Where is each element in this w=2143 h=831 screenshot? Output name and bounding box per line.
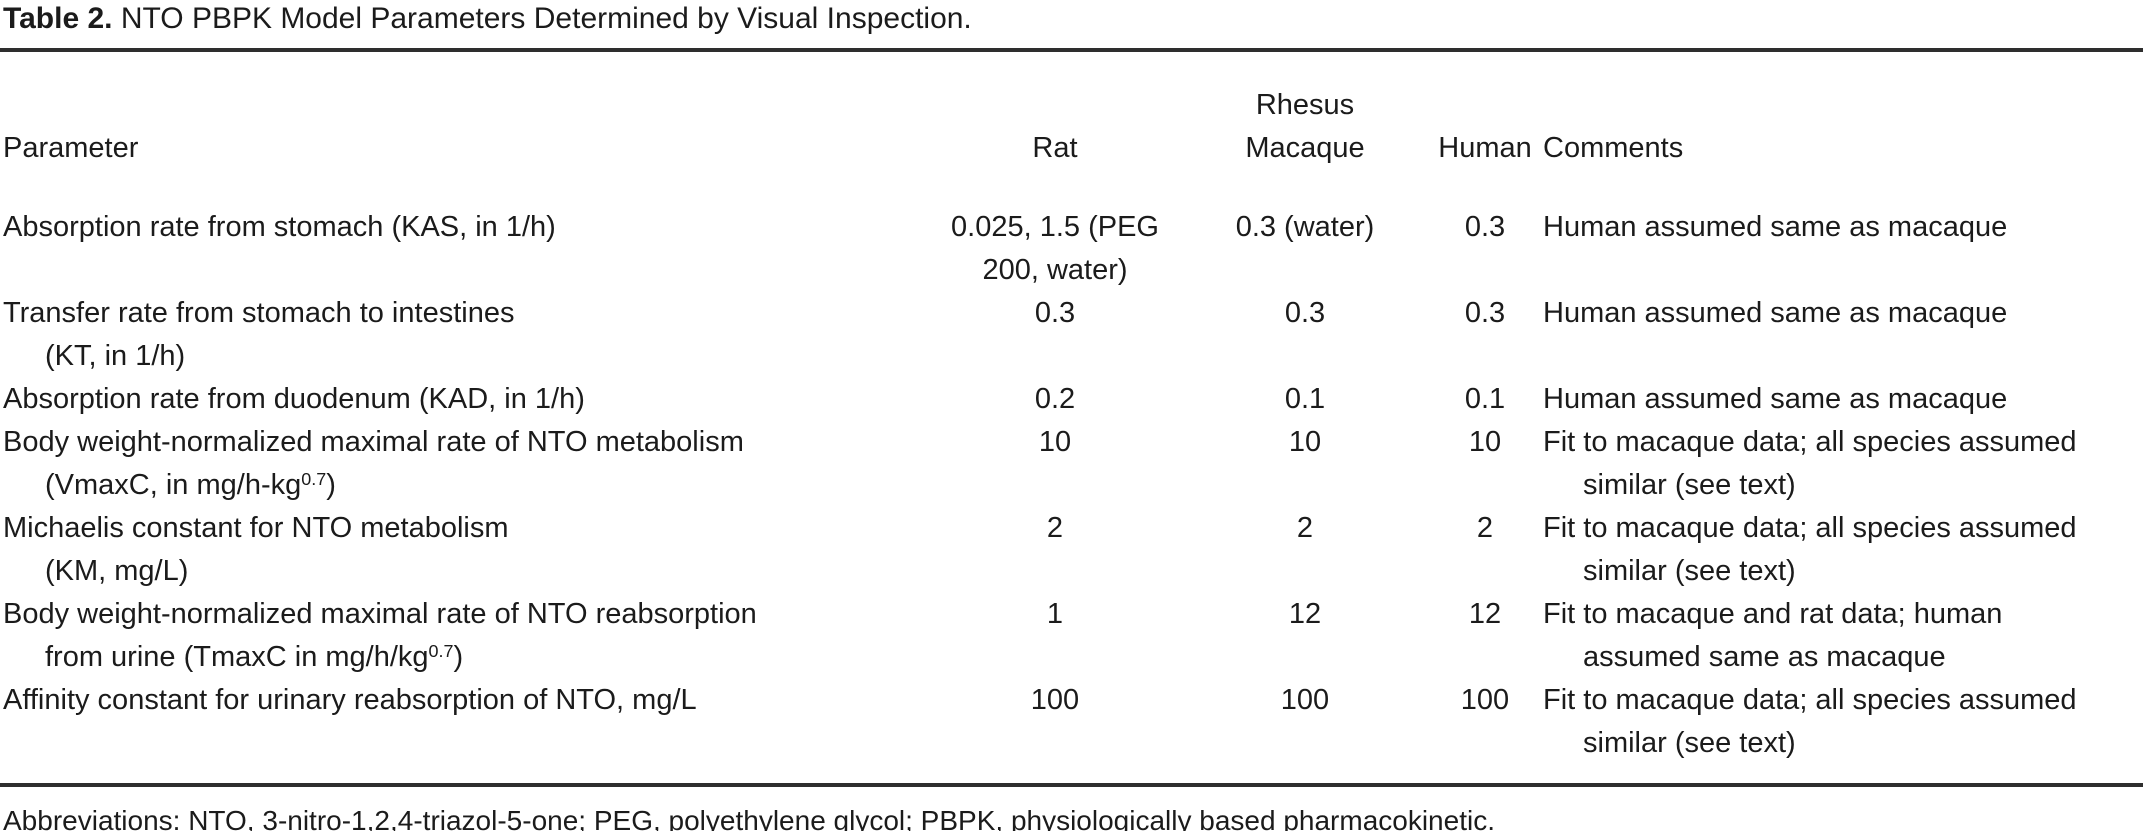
cell-rat: 0.3 [1034,297,1076,329]
cell-human: 0.3 [1464,211,1506,243]
cell-macaque: 0.3 [1284,297,1326,329]
footnote: Abbreviations: NTO, 3-nitro-1,2,4-triazo… [3,805,1495,831]
table-number-label: Table 2. [3,2,113,35]
cell-rat: 0.2 [1034,383,1076,415]
table-body: Absorption rate from stomach (KAS, in 1/… [0,184,2143,785]
cell-parameter: Absorption rate from duodenum (KAD, in 1… [3,383,585,415]
cell-rat: 10 [1038,426,1072,458]
cell-comments: Fit to macaque data; all species assumed… [1543,512,2077,587]
cell-comments: Human assumed same as macaque [1543,297,2008,329]
table-row: Absorption rate from duodenum (KAD, in 1… [0,378,2143,421]
header-row: Parameter Rat Rhesus Macaque Human Comme… [0,50,2143,184]
column-header-comments: Comments [1543,132,1684,164]
cell-parameter: Absorption rate from stomach (KAS, in 1/… [3,211,556,243]
cell-comments: Fit to macaque data; all species assumed… [1543,426,2077,501]
cell-rat: 2 [1046,512,1064,544]
cell-human: 2 [1476,512,1494,544]
cell-parameter: Body weight-normalized maximal rate of N… [3,598,757,673]
table-row: Body weight-normalized maximal rate of N… [0,421,2143,507]
cell-comments: Fit to macaque data; all species assumed… [1543,684,2077,759]
cell-human: 0.1 [1464,383,1506,415]
data-table: Parameter Rat Rhesus Macaque Human Comme… [0,48,2143,787]
table-row: Body weight-normalized maximal rate of N… [0,593,2143,679]
column-header-rhesus-macaque: Rhesus Macaque [1245,89,1365,164]
cell-human: 0.3 [1464,297,1506,329]
cell-human: 100 [1460,684,1510,716]
cell-human: 12 [1468,598,1502,630]
cell-parameter: Michaelis constant for NTO metabolism (KM… [3,512,509,587]
cell-rat: 100 [1030,684,1080,716]
cell-macaque: 0.3 (water) [1235,211,1375,243]
cell-parameter: Transfer rate from stomach to intestines… [3,297,515,372]
cell-rat: 0.025, 1.5 (PEG 200, water) [951,211,1159,286]
cell-macaque: 2 [1296,512,1314,544]
cell-macaque: 10 [1288,426,1322,458]
cell-comments: Human assumed same as macaque [1543,383,2008,415]
cell-comments: Human assumed same as macaque [1543,211,2008,243]
table-title-text: NTO PBPK Model Parameters Determined by … [120,2,972,35]
table-row: Transfer rate from stomach to intestines… [0,292,2143,378]
cell-macaque: 100 [1280,684,1330,716]
cell-macaque: 0.1 [1284,383,1326,415]
table-row: Absorption rate from stomach (KAS, in 1/… [0,184,2143,292]
table-row: Affinity constant for urinary reabsorpti… [0,679,2143,785]
cell-parameter: Body weight-normalized maximal rate of N… [3,426,744,501]
cell-comments: Fit to macaque and rat data; human assume… [1543,598,2003,673]
cell-macaque: 12 [1288,598,1322,630]
page-title: Table 2. NTO PBPK Model Parameters Deter… [3,0,2143,37]
cell-rat: 1 [1046,598,1064,630]
column-header-rat: Rat [1032,132,1078,164]
cell-human: 10 [1468,426,1502,458]
column-header-parameter: Parameter [3,132,139,164]
cell-parameter: Affinity constant for urinary reabsorpti… [3,684,697,716]
table-header: Parameter Rat Rhesus Macaque Human Comme… [0,50,2143,184]
column-header-human: Human [1438,132,1532,164]
table-row: Michaelis constant for NTO metabolism (KM… [0,507,2143,593]
